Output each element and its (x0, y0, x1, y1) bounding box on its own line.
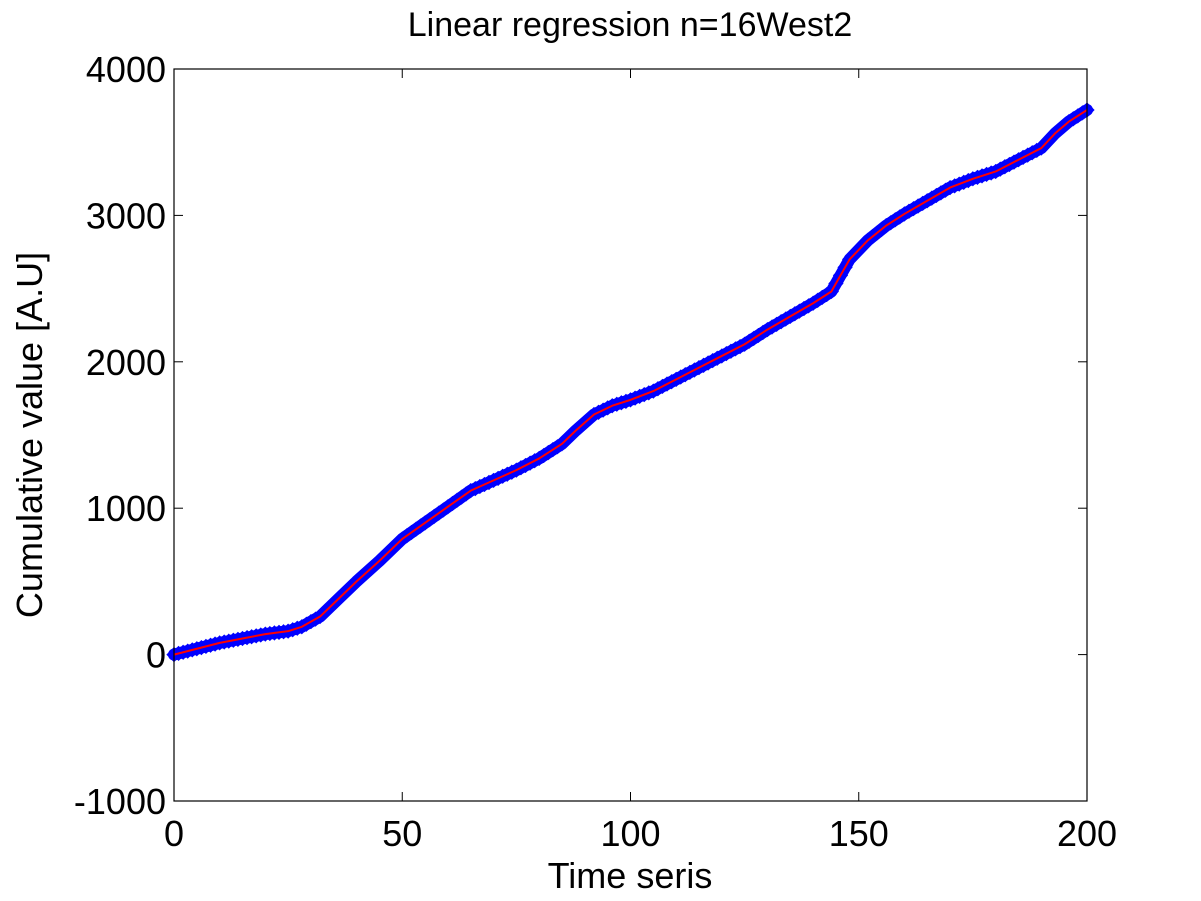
data-point-marker (339, 582, 356, 598)
data-point-marker (1047, 125, 1063, 142)
data-point-marker (380, 544, 397, 560)
data-point-marker (198, 638, 214, 655)
data-point-marker (330, 591, 346, 607)
y-axis-title: Cumulative value [A.U] (9, 252, 50, 618)
data-point-marker (234, 630, 251, 647)
data-point-marker (581, 410, 598, 427)
data-point-marker (1042, 130, 1059, 146)
data-point-marker (554, 436, 570, 452)
data-point-marker (225, 632, 241, 648)
regression-line (173, 109, 1088, 656)
data-point-marker (558, 431, 575, 448)
data-point-marker (321, 600, 337, 616)
data-point-marker (563, 427, 579, 443)
x-tick-label: 0 (164, 813, 184, 854)
data-point-marker (362, 561, 378, 577)
data-point-marker (851, 242, 867, 258)
data-point-marker (202, 637, 219, 653)
x-tick-label: 100 (600, 813, 660, 854)
data-point-marker (335, 586, 351, 603)
data-marks (166, 102, 1095, 663)
data-point-marker (243, 629, 260, 645)
data-point-marker (248, 628, 264, 644)
y-tick-label: 1000 (86, 488, 166, 529)
data-point-marker (180, 643, 196, 659)
x-tick-label: 200 (1057, 813, 1117, 854)
plot-frame (173, 68, 1088, 802)
data-point-marker (1033, 140, 1049, 156)
data-point-marker (390, 535, 406, 551)
data-point-marker (385, 540, 401, 556)
chart-title: Linear regression n=16West2 (408, 6, 852, 44)
x-tick-label: 150 (829, 813, 889, 854)
data-point-marker (353, 569, 369, 585)
data-point-marker (175, 644, 191, 660)
data-point-marker (1056, 117, 1072, 134)
y-tick-label: -1000 (74, 781, 166, 822)
x-tick-label: 50 (382, 813, 422, 854)
data-point-marker (855, 237, 871, 253)
data-point-marker (216, 634, 232, 650)
data-point-marker (189, 641, 205, 657)
x-axis-title: Time seris (548, 855, 713, 896)
data-point-marker (358, 565, 374, 581)
data-point-marker (371, 553, 388, 569)
data-point-marker (344, 578, 360, 594)
data-point-marker (841, 251, 858, 267)
data-point-marker (577, 414, 593, 431)
data-point-marker (212, 635, 228, 651)
data-point-marker (326, 595, 342, 611)
data-point-marker (239, 629, 255, 646)
data-point-marker (860, 232, 876, 248)
data-point-marker (275, 624, 292, 640)
data-point-marker (312, 608, 328, 625)
data-point-marker (869, 225, 885, 241)
data-point-marker (376, 548, 392, 565)
data-point-marker (873, 221, 890, 237)
data-point-marker (864, 228, 881, 245)
data-point-marker (184, 642, 200, 658)
data-point-marker (193, 639, 210, 656)
data-point-marker (348, 573, 365, 590)
data-point-marker (207, 636, 223, 652)
data-point-marker (367, 557, 383, 573)
data-point-marker (1038, 135, 1054, 151)
y-tick-label: 4000 (86, 49, 166, 90)
data-point-marker (1051, 121, 1068, 138)
data-point-marker (230, 631, 246, 648)
data-point-marker (572, 418, 588, 435)
data-point-marker (568, 422, 584, 439)
y-tick-label: 2000 (86, 342, 166, 383)
y-tick-label: 3000 (86, 195, 166, 236)
data-point-marker (317, 604, 333, 620)
y-tick-label: 0 (146, 635, 166, 676)
data-point-marker (221, 633, 237, 649)
data-point-marker (846, 246, 862, 263)
